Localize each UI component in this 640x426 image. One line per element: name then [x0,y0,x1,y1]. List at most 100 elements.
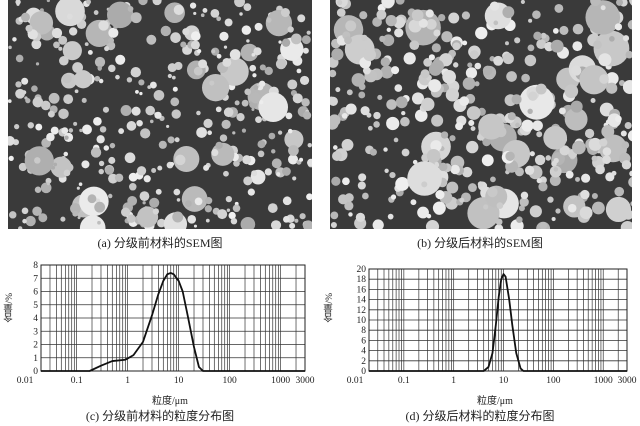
particle [82,124,92,135]
particle [462,40,468,46]
particle [180,41,187,48]
particle [271,158,282,169]
particle [109,142,116,149]
particle [55,0,85,27]
y-tick-label: 0 [33,367,38,377]
y-tick-label: 20 [357,265,367,275]
particle [572,23,584,35]
particle [299,75,310,86]
particle [401,148,410,157]
particle [367,125,373,131]
particle [553,167,559,172]
particle [130,67,142,78]
particle [103,145,110,151]
particle [15,54,24,63]
y-tick-label: 8 [361,326,366,336]
particle [506,71,517,82]
particle [209,80,215,86]
particle [45,177,52,184]
particle [257,150,265,158]
particle [411,92,425,105]
particle [391,66,400,75]
particle [190,31,201,41]
particle [223,170,229,177]
particle [360,106,370,116]
particle [219,134,228,142]
particle [193,66,203,76]
particle [222,57,232,67]
particle [449,135,456,142]
particle [21,207,29,215]
particle [232,131,236,135]
particle [358,173,367,182]
particle [98,168,104,175]
particle [211,142,235,166]
particle [196,110,201,116]
particle [621,160,632,170]
particle [514,37,521,44]
particle [205,197,213,205]
particle [466,106,481,120]
particle [297,14,306,23]
particle [151,167,157,173]
particle [268,132,276,140]
particle [606,82,618,94]
x-tick-label: 1000 [594,376,613,386]
particle [521,73,530,83]
particle [602,155,611,164]
particle [22,218,27,224]
particle [377,94,383,100]
particle [66,13,73,20]
particle [31,85,38,92]
particle [282,167,291,176]
particle [25,215,36,227]
particle [170,32,181,43]
caption-b: (b) 分级后材料的SEM图 [417,236,543,250]
particle [590,0,601,7]
particle [211,49,216,54]
chart-d: 0 2 4 6 8 10 12 14 16 18 20 0.01 0.1 1 10 100 1000 3000 含… [320,255,640,407]
particle [173,188,181,196]
particle [441,31,453,43]
particle [108,64,116,73]
particle [236,113,245,122]
particle [27,29,38,40]
particle [121,207,131,217]
particle [278,40,282,44]
particle [414,109,428,122]
particle [344,193,354,203]
particle [332,145,338,150]
particle [251,107,255,111]
particle [580,189,590,200]
particle [346,89,353,96]
particle [241,25,252,35]
particle [254,22,263,31]
particle [96,135,105,144]
particle [104,45,110,52]
particle [58,108,69,120]
y-tick-label: 18 [357,275,367,285]
particle [302,47,309,54]
particle [595,164,605,175]
particle [58,35,68,45]
particle [210,9,220,18]
particle [241,128,247,133]
y-axis-label-d: 含量/% [325,293,335,323]
particle [252,73,257,78]
y-tick-label: 5 [33,301,38,311]
particle [47,110,55,118]
particle [624,121,632,130]
particle [78,182,83,186]
particle [46,182,50,186]
particle [622,80,632,94]
particle [228,211,236,220]
y-tick-label: 4 [361,347,366,357]
particle [428,54,435,61]
particle [139,191,150,202]
particle [8,155,14,161]
particle [570,100,583,113]
particle [477,181,484,188]
particle [403,52,416,65]
particle [421,97,435,112]
particle [389,171,396,179]
